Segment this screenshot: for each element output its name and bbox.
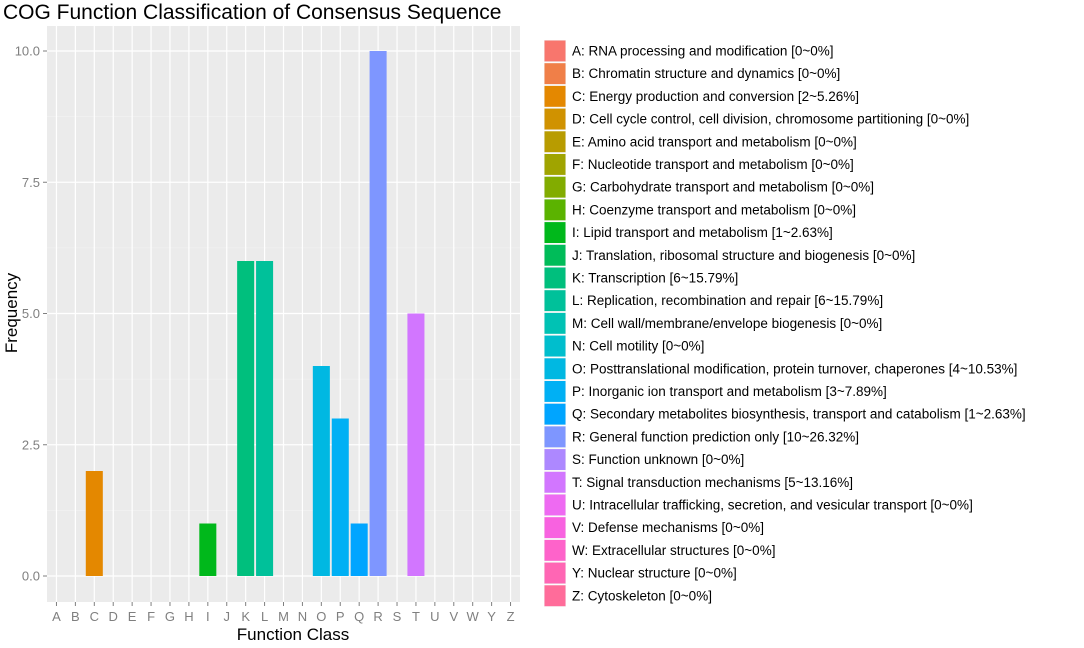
- x-tick-label: V: [449, 609, 458, 624]
- x-tick-label: N: [298, 609, 307, 624]
- legend-label: D: Cell cycle control, cell division, ch…: [572, 112, 969, 127]
- legend-label: G: Carbohydrate transport and metabolism…: [572, 180, 874, 195]
- legend-label: V: Defense mechanisms [0~0%]: [572, 520, 764, 535]
- x-tick-label: F: [147, 609, 155, 624]
- y-tick-label: 7.5: [22, 175, 40, 190]
- x-tick-label: Y: [487, 609, 496, 624]
- legend-swatch-S: [544, 449, 566, 470]
- legend-swatch-A: [544, 40, 566, 62]
- legend-label: Z: Cytoskeleton [0~0%]: [572, 588, 712, 603]
- x-tick-label: P: [336, 609, 345, 624]
- x-axis-title: Function Class: [237, 625, 349, 644]
- legend-swatch-C: [544, 85, 566, 107]
- legend-label: B: Chromatin structure and dynamics [0~0…: [572, 66, 840, 81]
- x-tick-label: K: [241, 609, 250, 624]
- bar-L: [256, 261, 274, 576]
- legend-label: K: Transcription [6~15.79%]: [572, 271, 738, 286]
- y-tick-label: 10.0: [15, 44, 40, 59]
- legend-swatch-N: [544, 335, 566, 357]
- x-tick-label: T: [412, 609, 420, 624]
- legend-label: Q: Secondary metabolites biosynthesis, t…: [572, 407, 1026, 422]
- legend-label: H: Coenzyme transport and metabolism [0~…: [572, 202, 856, 217]
- legend-label: S: Function unknown [0~0%]: [572, 452, 744, 467]
- legend-swatch-E: [544, 131, 566, 153]
- legend-swatch-W: [544, 539, 566, 561]
- bar-Q: [350, 523, 368, 576]
- x-tick-label: D: [109, 609, 118, 624]
- legend-swatch-B: [544, 63, 566, 85]
- bar-O: [312, 366, 330, 576]
- legend-swatch-Q: [544, 403, 566, 425]
- y-tick-label: 2.5: [22, 437, 40, 452]
- legend-label: E: Amino acid transport and metabolism […: [572, 134, 857, 149]
- x-tick-label: E: [128, 609, 137, 624]
- bar-R: [369, 51, 387, 576]
- legend-label: T: Signal transduction mechanisms [5~13.…: [572, 475, 853, 490]
- legend-swatch-P: [544, 381, 566, 402]
- legend-swatch-T: [544, 471, 566, 493]
- legend-label: L: Replication, recombination and repair…: [572, 293, 883, 308]
- legend-swatch-I: [544, 222, 566, 243]
- bar-P: [331, 418, 349, 576]
- legend-label: F: Nucleotide transport and metabolism […: [572, 157, 854, 172]
- legend-label: M: Cell wall/membrane/envelope biogenesi…: [572, 316, 882, 331]
- x-tick-label: O: [316, 609, 326, 624]
- bar-K: [237, 261, 255, 576]
- legend-swatch-V: [544, 517, 566, 539]
- x-tick-label: C: [90, 609, 99, 624]
- x-tick-label: A: [52, 609, 61, 624]
- legend-swatch-R: [544, 426, 566, 448]
- bars: [85, 51, 425, 576]
- legend-label: U: Intracellular trafficking, secretion,…: [572, 498, 973, 513]
- y-tick-label: 5.0: [22, 306, 40, 321]
- x-tick-label: R: [373, 609, 382, 624]
- legend-swatch-K: [544, 267, 566, 289]
- plot-panel: [47, 26, 520, 602]
- x-tick-label: Q: [354, 609, 364, 624]
- legend-label: W: Extracellular structures [0~0%]: [572, 543, 775, 558]
- legend: A: RNA processing and modification [0~0%…: [544, 40, 1026, 607]
- x-tick-label: W: [467, 609, 480, 624]
- legend-swatch-L: [544, 290, 566, 312]
- x-tick-label: J: [223, 609, 230, 624]
- bar-T: [407, 313, 425, 576]
- x-tick-label: G: [165, 609, 175, 624]
- y-tick-label: 0.0: [22, 569, 40, 584]
- y-axis-ticks: 0.0 2.5 5.0 7.5 10.0: [15, 44, 47, 584]
- legend-swatch-H: [544, 199, 566, 221]
- legend-label: R: General function prediction only [10~…: [572, 429, 859, 444]
- legend-swatch-U: [544, 494, 566, 516]
- legend-swatch-G: [544, 176, 566, 198]
- x-tick-label: L: [261, 609, 268, 624]
- legend-label: A: RNA processing and modification [0~0%…: [572, 44, 834, 59]
- legend-label: I: Lipid transport and metabolism [1~2.6…: [572, 225, 833, 240]
- legend-swatch-Y: [544, 562, 566, 584]
- legend-swatch-Z: [544, 585, 566, 607]
- x-tick-label: B: [71, 609, 80, 624]
- x-tick-label: I: [206, 609, 210, 624]
- bar-C: [85, 471, 103, 576]
- x-tick-label: H: [184, 609, 193, 624]
- legend-label: P: Inorganic ion transport and metabolis…: [572, 384, 887, 399]
- legend-swatch-M: [544, 312, 566, 334]
- bar-I: [199, 523, 217, 576]
- x-tick-label: Z: [507, 609, 515, 624]
- x-tick-label: U: [430, 609, 439, 624]
- x-tick-label: M: [278, 609, 289, 624]
- legend-swatch-D: [544, 108, 566, 130]
- legend-swatch-O: [544, 358, 566, 380]
- legend-label: Y: Nuclear structure [0~0%]: [572, 566, 737, 581]
- legend-swatch-J: [544, 244, 566, 266]
- x-tick-label: S: [393, 609, 402, 624]
- legend-label: N: Cell motility [0~0%]: [572, 339, 704, 354]
- chart-title: COG Function Classification of Consensus…: [3, 1, 501, 24]
- legend-label: J: Translation, ribosomal structure and …: [572, 248, 915, 263]
- legend-swatch-F: [544, 154, 566, 175]
- legend-label: O: Posttranslational modification, prote…: [572, 361, 1017, 376]
- y-axis-title: Frequency: [2, 272, 21, 353]
- legend-label: C: Energy production and conversion [2~5…: [572, 89, 859, 104]
